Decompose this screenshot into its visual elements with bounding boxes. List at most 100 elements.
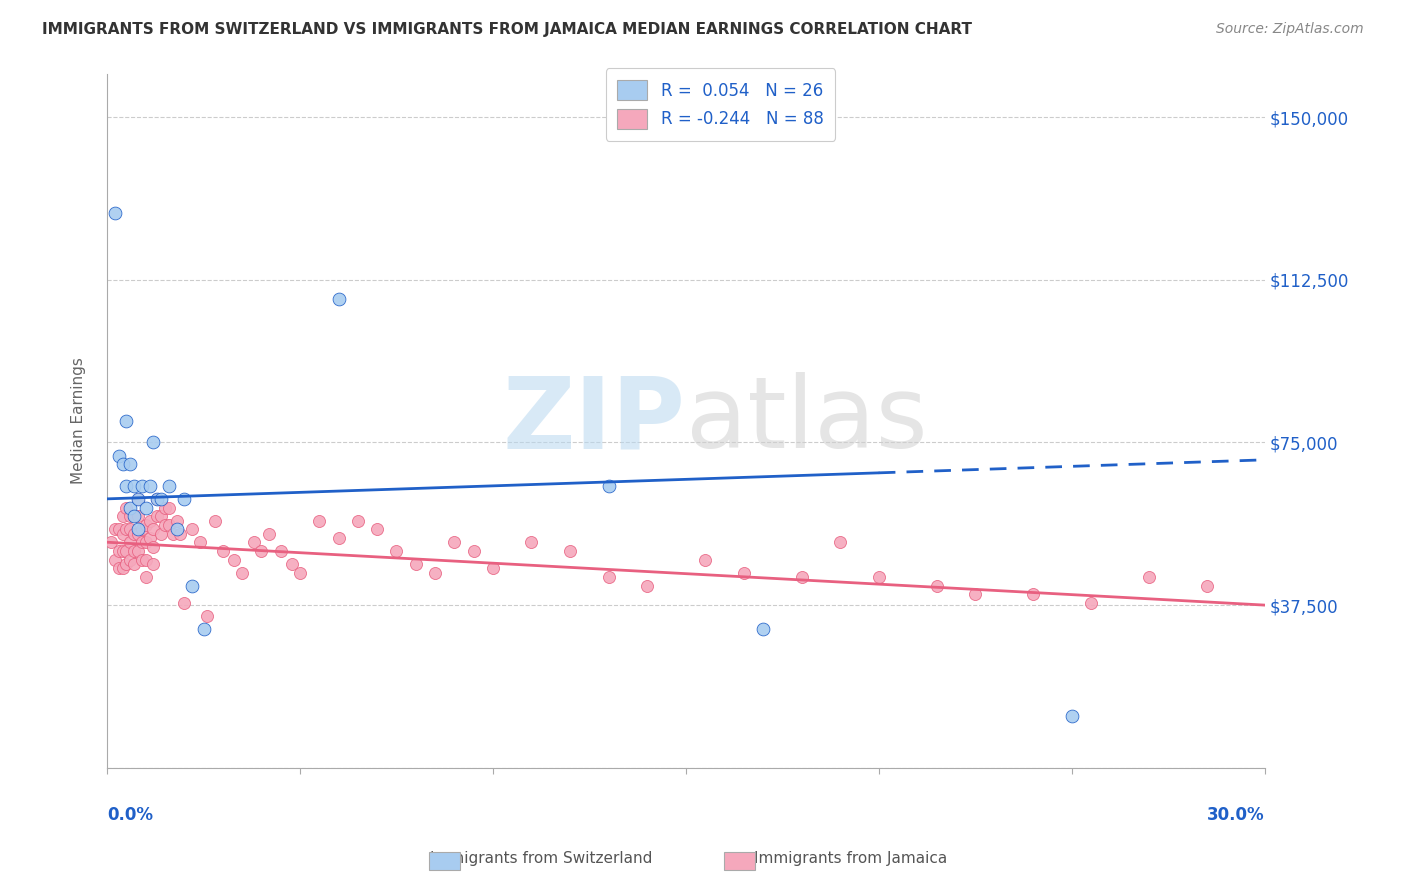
Point: [157, 517, 180, 532]
Point: [347, 514, 370, 528]
Point: [111, 526, 134, 541]
Point: [142, 557, 165, 571]
Point: [598, 570, 620, 584]
Point: [173, 596, 195, 610]
Point: [122, 526, 145, 541]
Point: [598, 479, 620, 493]
Point: [328, 531, 350, 545]
Point: [111, 457, 134, 471]
Point: [138, 531, 160, 545]
Point: [115, 522, 138, 536]
Point: [127, 509, 149, 524]
Point: [211, 544, 233, 558]
Point: [463, 544, 485, 558]
Point: [181, 578, 204, 592]
Point: [385, 544, 408, 558]
Point: [127, 491, 149, 506]
Point: [173, 491, 195, 506]
Point: [204, 514, 226, 528]
Point: [636, 578, 658, 592]
Point: [100, 535, 122, 549]
Point: [131, 552, 153, 566]
Point: [120, 535, 142, 549]
Point: [131, 522, 153, 536]
Point: [1060, 708, 1083, 723]
Y-axis label: Median Earnings: Median Earnings: [72, 358, 86, 484]
Point: [115, 544, 138, 558]
Point: [288, 566, 311, 580]
Point: [423, 566, 446, 580]
Point: [107, 449, 129, 463]
Point: [135, 570, 157, 584]
Point: [965, 587, 987, 601]
Point: [122, 479, 145, 493]
Point: [153, 500, 176, 515]
Point: [925, 578, 948, 592]
Point: [224, 552, 246, 566]
Point: [558, 544, 581, 558]
Point: [107, 544, 129, 558]
Point: [131, 535, 153, 549]
Point: [166, 522, 188, 536]
Point: [127, 522, 149, 536]
Point: [142, 540, 165, 554]
Point: [111, 544, 134, 558]
Text: Source: ZipAtlas.com: Source: ZipAtlas.com: [1216, 22, 1364, 37]
Point: [135, 535, 157, 549]
Point: [104, 522, 127, 536]
Text: ZIP: ZIP: [503, 372, 686, 469]
Point: [733, 566, 755, 580]
Point: [115, 414, 138, 428]
Point: [868, 570, 890, 584]
Point: [153, 517, 176, 532]
Point: [150, 491, 173, 506]
Point: [1022, 587, 1045, 601]
Point: [120, 500, 142, 515]
Point: [127, 491, 149, 506]
Point: [150, 526, 173, 541]
Point: [270, 544, 292, 558]
Point: [131, 479, 153, 493]
Point: [111, 561, 134, 575]
Point: [111, 509, 134, 524]
Point: [242, 535, 264, 549]
Point: [281, 557, 304, 571]
Point: [157, 479, 180, 493]
Point: [1195, 578, 1218, 592]
Point: [127, 526, 149, 541]
Point: [169, 526, 191, 541]
Point: [1137, 570, 1160, 584]
Point: [142, 522, 165, 536]
Point: [790, 570, 813, 584]
Point: [120, 552, 142, 566]
Point: [181, 522, 204, 536]
Point: [197, 609, 219, 624]
Point: [120, 522, 142, 536]
Point: [120, 457, 142, 471]
Point: [135, 552, 157, 566]
Point: [520, 535, 543, 549]
Point: [104, 205, 127, 219]
Text: 30.0%: 30.0%: [1206, 805, 1264, 824]
Point: [127, 544, 149, 558]
Point: [138, 514, 160, 528]
Point: [150, 509, 173, 524]
Point: [308, 514, 330, 528]
Text: 0.0%: 0.0%: [107, 805, 153, 824]
Text: IMMIGRANTS FROM SWITZERLAND VS IMMIGRANTS FROM JAMAICA MEDIAN EARNINGS CORRELATI: IMMIGRANTS FROM SWITZERLAND VS IMMIGRANT…: [42, 22, 972, 37]
Point: [162, 526, 184, 541]
Point: [115, 479, 138, 493]
Point: [135, 500, 157, 515]
Point: [122, 557, 145, 571]
Point: [146, 491, 169, 506]
Point: [231, 566, 253, 580]
Point: [482, 561, 505, 575]
Point: [366, 522, 388, 536]
Point: [138, 479, 160, 493]
Legend: R =  0.054   N = 26, R = -0.244   N = 88: R = 0.054 N = 26, R = -0.244 N = 88: [606, 69, 835, 141]
Point: [107, 561, 129, 575]
Point: [115, 557, 138, 571]
Point: [122, 509, 145, 524]
Point: [142, 435, 165, 450]
Point: [328, 293, 350, 307]
